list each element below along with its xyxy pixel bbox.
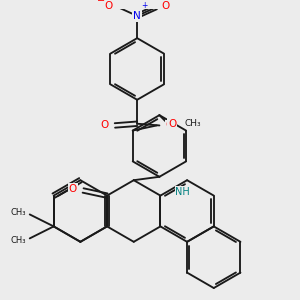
Text: −: − (97, 0, 105, 5)
Text: O: O (100, 120, 109, 130)
Text: O: O (168, 119, 176, 129)
Text: CH₃: CH₃ (184, 119, 201, 128)
Text: O: O (161, 1, 169, 10)
Text: CH₃: CH₃ (11, 236, 26, 244)
Text: +: + (141, 1, 147, 10)
Text: CH₃: CH₃ (11, 208, 26, 217)
Text: NH: NH (175, 187, 190, 197)
Text: O: O (69, 184, 77, 194)
Text: O: O (105, 1, 113, 10)
Text: N: N (133, 11, 141, 21)
Text: O: O (166, 120, 174, 130)
